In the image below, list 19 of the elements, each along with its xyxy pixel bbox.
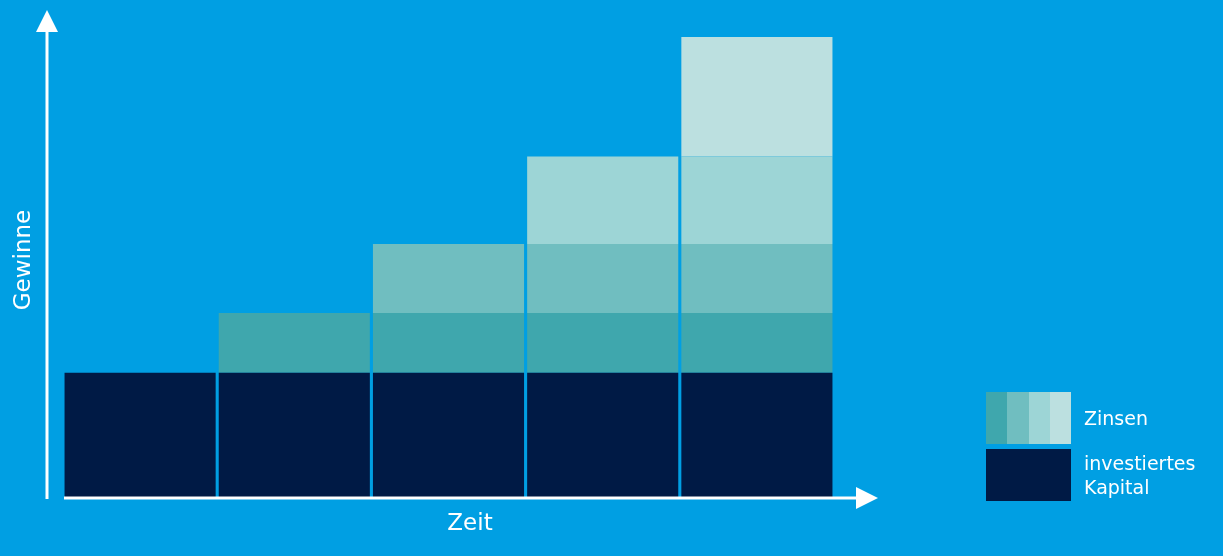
bar	[681, 156, 833, 244]
bar	[681, 37, 833, 157]
bar	[527, 313, 679, 373]
bar	[681, 372, 833, 497]
bar	[527, 156, 679, 244]
bar	[681, 313, 833, 373]
y-axis-title: Gewinne	[9, 209, 35, 311]
bar	[372, 372, 525, 497]
bar	[218, 372, 370, 497]
bar	[372, 244, 525, 313]
x-axis-title: Zeit	[446, 508, 494, 536]
bar	[527, 244, 679, 313]
text: Zinsen	[1084, 406, 1149, 430]
bar	[527, 372, 679, 497]
bar	[64, 372, 216, 497]
bar	[372, 313, 525, 373]
bar	[681, 244, 833, 313]
text: investiertes Kapital	[1084, 451, 1197, 499]
bar	[218, 313, 370, 373]
